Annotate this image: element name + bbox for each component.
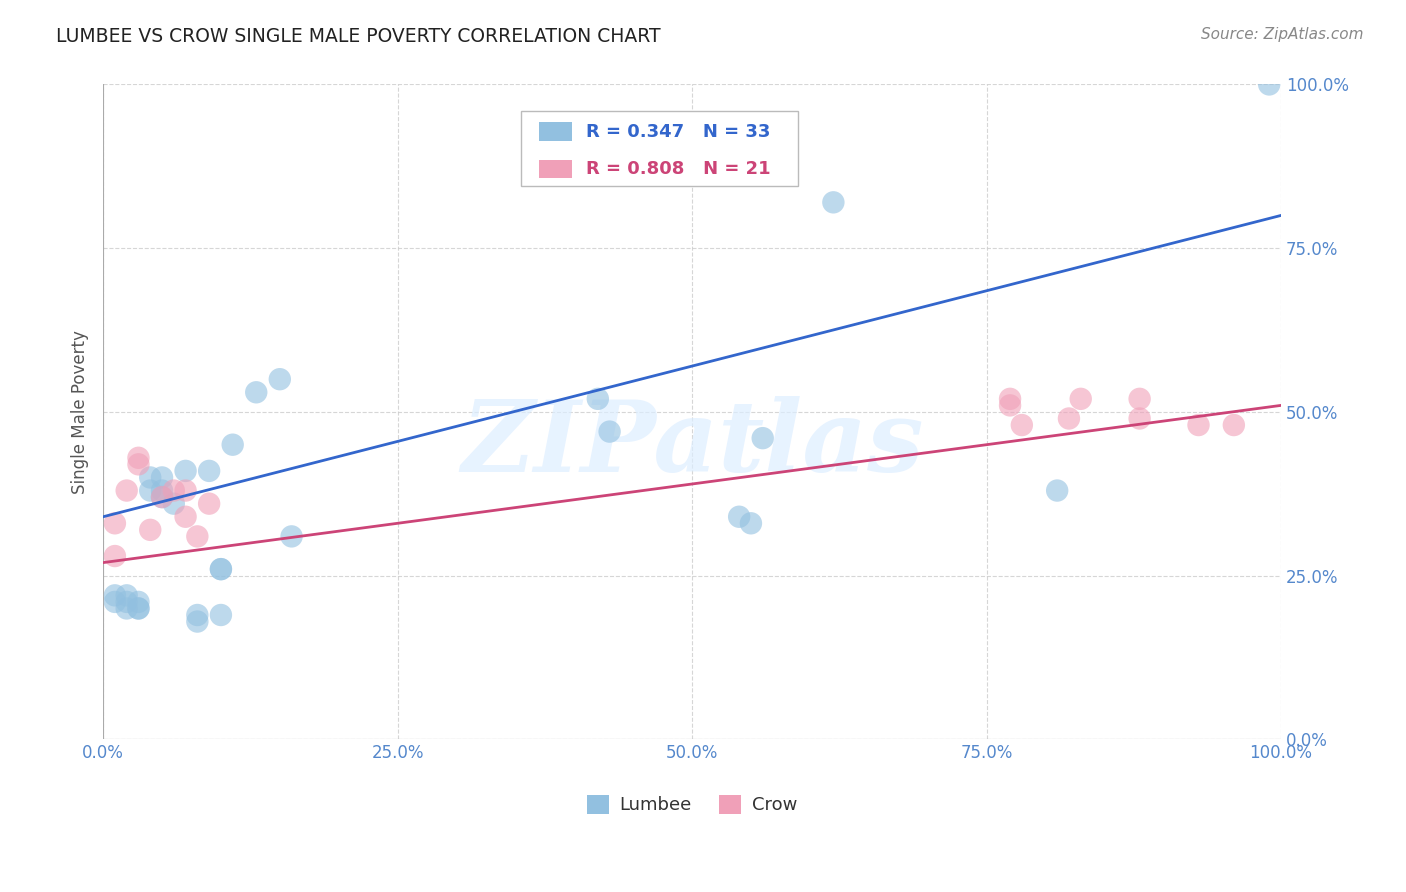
Point bbox=[1046, 483, 1069, 498]
Point bbox=[245, 385, 267, 400]
Point bbox=[1223, 418, 1246, 433]
Point bbox=[586, 392, 609, 406]
Point bbox=[127, 450, 149, 465]
Point bbox=[209, 562, 232, 576]
Text: R = 0.808   N = 21: R = 0.808 N = 21 bbox=[586, 160, 770, 178]
Point bbox=[163, 497, 186, 511]
Point bbox=[174, 509, 197, 524]
Point bbox=[186, 607, 208, 622]
Point bbox=[163, 483, 186, 498]
Point bbox=[998, 392, 1021, 406]
Point bbox=[269, 372, 291, 386]
Point bbox=[115, 595, 138, 609]
FancyBboxPatch shape bbox=[538, 160, 572, 178]
Point bbox=[728, 509, 751, 524]
Point bbox=[209, 607, 232, 622]
Point bbox=[139, 523, 162, 537]
Point bbox=[221, 438, 243, 452]
Point bbox=[280, 529, 302, 543]
Point bbox=[150, 483, 173, 498]
Point bbox=[104, 588, 127, 602]
FancyBboxPatch shape bbox=[522, 111, 799, 186]
Point bbox=[209, 562, 232, 576]
Point bbox=[104, 516, 127, 531]
Point bbox=[198, 464, 221, 478]
Point bbox=[198, 497, 221, 511]
Text: Source: ZipAtlas.com: Source: ZipAtlas.com bbox=[1201, 27, 1364, 42]
Point bbox=[1187, 418, 1209, 433]
Point bbox=[1258, 78, 1281, 92]
Point bbox=[139, 470, 162, 484]
Point bbox=[1070, 392, 1092, 406]
Point bbox=[1057, 411, 1080, 425]
Point bbox=[740, 516, 762, 531]
Point bbox=[115, 483, 138, 498]
Point bbox=[751, 431, 773, 445]
Point bbox=[104, 595, 127, 609]
Point bbox=[150, 470, 173, 484]
Point bbox=[1129, 392, 1152, 406]
Point bbox=[127, 458, 149, 472]
Point bbox=[998, 398, 1021, 412]
Point bbox=[186, 529, 208, 543]
Legend: Lumbee, Crow: Lumbee, Crow bbox=[579, 788, 804, 822]
Point bbox=[115, 601, 138, 615]
Point bbox=[150, 490, 173, 504]
Text: ZIPatlas: ZIPatlas bbox=[461, 396, 924, 493]
Point bbox=[139, 483, 162, 498]
Point bbox=[823, 195, 845, 210]
Point bbox=[1129, 411, 1152, 425]
Point bbox=[104, 549, 127, 563]
FancyBboxPatch shape bbox=[538, 122, 572, 141]
Text: LUMBEE VS CROW SINGLE MALE POVERTY CORRELATION CHART: LUMBEE VS CROW SINGLE MALE POVERTY CORRE… bbox=[56, 27, 661, 45]
Point bbox=[1011, 418, 1033, 433]
Point bbox=[150, 490, 173, 504]
Point bbox=[599, 425, 621, 439]
Point bbox=[174, 483, 197, 498]
Text: R = 0.347   N = 33: R = 0.347 N = 33 bbox=[586, 122, 770, 141]
Point bbox=[115, 588, 138, 602]
Point bbox=[127, 601, 149, 615]
Y-axis label: Single Male Poverty: Single Male Poverty bbox=[72, 330, 89, 494]
Point bbox=[127, 601, 149, 615]
Point bbox=[174, 464, 197, 478]
Point bbox=[186, 615, 208, 629]
Point bbox=[127, 595, 149, 609]
